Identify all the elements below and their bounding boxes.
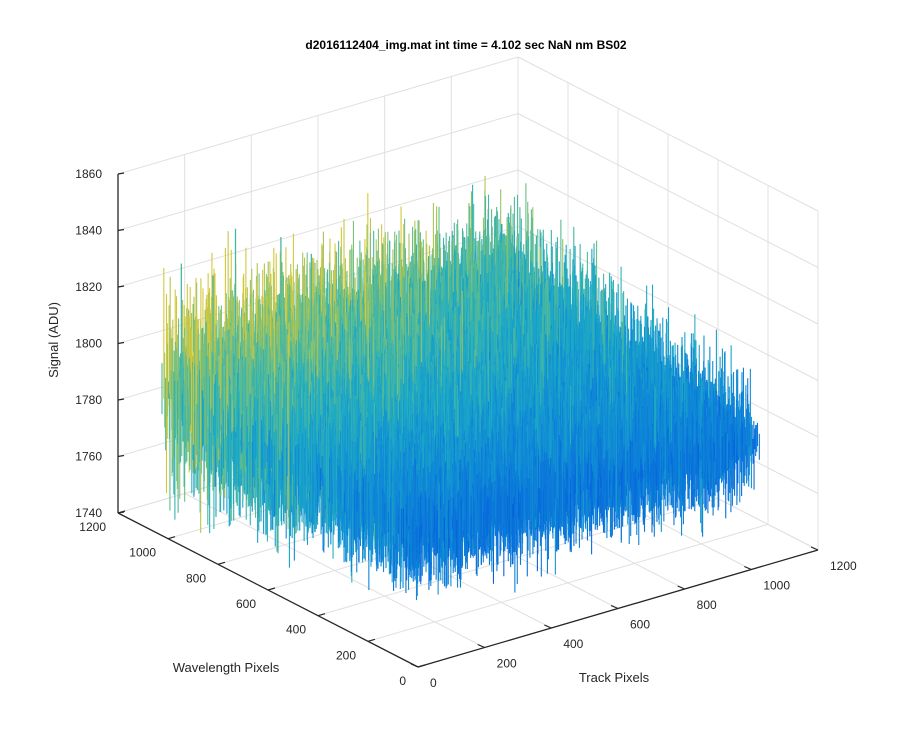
grid-line [117,56,519,175]
grid-line [517,113,819,268]
surface-layer [161,175,760,601]
grid-line [517,226,819,381]
grid-line [117,113,519,231]
chart-title: d2016112404_img.mat int time = 4.102 sec… [305,38,627,52]
grid-line [367,523,769,642]
grid-line [317,498,719,617]
grid-line [517,56,819,212]
grid-line [517,169,819,325]
grid-line [117,169,519,288]
